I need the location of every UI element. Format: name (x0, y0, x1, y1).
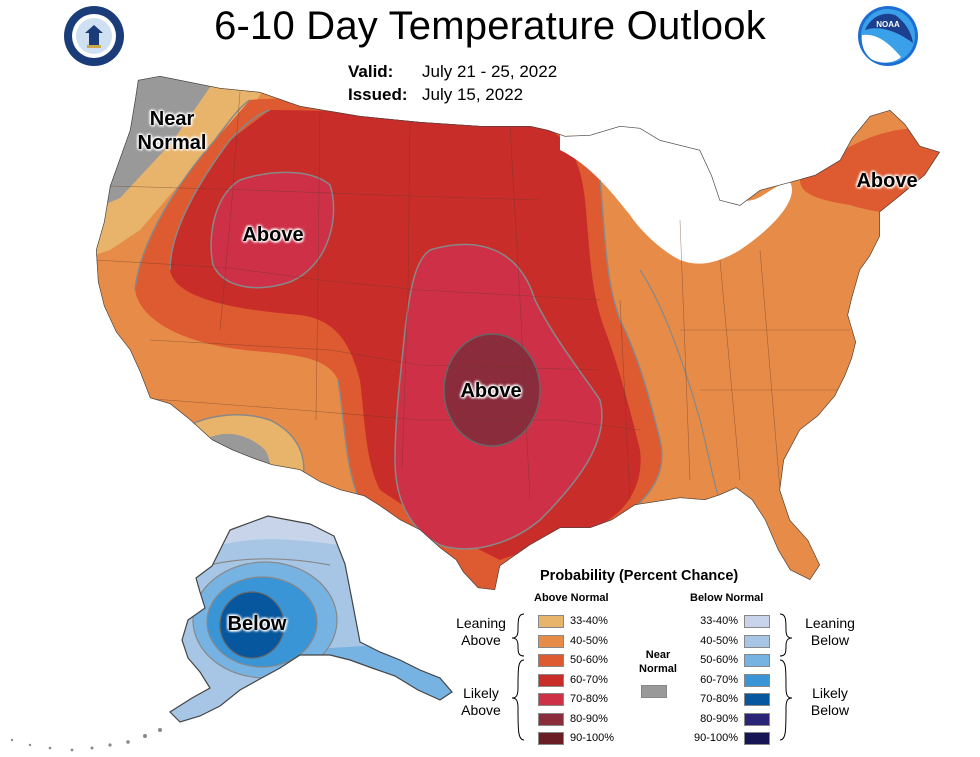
svg-text:NOAA: NOAA (876, 20, 900, 29)
legend-leaning-above: Leaning Above (452, 615, 510, 649)
legend-above-label: 40-50% (570, 634, 608, 647)
legend-above-swatch (538, 693, 564, 706)
issued-date: Issued: July 15, 2022 (348, 85, 523, 105)
legend-below-row: 90-100% (690, 732, 780, 746)
label-plains: Above (460, 380, 522, 402)
legend-below-row: 33-40% (690, 615, 780, 629)
legend-near-normal-swatch (641, 685, 667, 698)
legend-leaning-above-line1: Leaning (456, 615, 506, 631)
legend-above-label: 70-80% (570, 693, 608, 705)
legend-below-label: 70-80% (700, 693, 738, 705)
legend-below-row: 40-50% (690, 634, 780, 649)
label-northeast: Above (856, 170, 918, 192)
legend-above-label: 80-90% (570, 712, 608, 725)
legend-above-label: 33-40% (570, 615, 608, 627)
legend-above-label: 50-60% (570, 654, 608, 666)
legend-below-label: 60-70% (700, 673, 738, 686)
legend-title: Probability (Percent Chance) (540, 568, 739, 584)
valid-label: Valid: (348, 62, 394, 81)
legend-below-swatch (744, 634, 770, 648)
legend-above-swatch (538, 634, 564, 648)
legend-likely-above-line2: Above (461, 702, 501, 718)
legend-below-header: Below Normal (690, 592, 764, 604)
label-alaska: Below (227, 613, 287, 635)
label-northwest: Near Normal (122, 107, 222, 155)
legend-above-row: 70-80% (538, 693, 628, 707)
legend-near-normal-line2: Normal (639, 663, 677, 675)
legend-above-swatch (538, 654, 564, 667)
legend-above-row: 50-60% (538, 654, 628, 668)
aleutian-islands (10, 728, 162, 752)
legend-below-swatch (744, 732, 770, 745)
bracket-below (779, 613, 793, 741)
legend-above-row: 33-40% (538, 615, 628, 629)
label-rockies: Above (242, 224, 304, 246)
noaa-logo-icon: NOAA (858, 6, 918, 66)
legend-above-row: 60-70% (538, 673, 628, 688)
legend-below-row: 50-60% (690, 654, 780, 668)
page-title: 6-10 Day Temperature Outlook (214, 4, 766, 48)
label-northwest-line2: Normal (137, 132, 207, 154)
doc-seal-icon (64, 6, 124, 66)
valid-value: July 21 - 25, 2022 (422, 62, 558, 81)
legend-leaning-below-line1: Leaning (805, 615, 855, 631)
legend-leaning-below: Leaning Below (800, 615, 860, 649)
legend-near-normal-line1: Near (645, 649, 671, 661)
legend-above-swatch (538, 712, 564, 726)
legend-above-swatch (538, 732, 564, 745)
legend-leaning-above-line2: Above (461, 632, 501, 648)
bracket-above (511, 613, 525, 741)
legend-above-swatch (538, 615, 564, 628)
legend-above-row: 40-50% (538, 634, 628, 649)
legend-above-row: 90-100% (538, 732, 628, 746)
alaska-contours (170, 516, 452, 722)
legend-below-swatch (744, 712, 770, 726)
legend-near-normal: Near Normal (632, 648, 684, 676)
legend-below-swatch (744, 654, 770, 667)
legend-below-label: 33-40% (700, 615, 738, 627)
legend-above-row: 80-90% (538, 712, 628, 727)
legend-leaning-below-line2: Below (810, 632, 850, 648)
legend-likely-above-line1: Likely (463, 685, 499, 701)
legend-likely-below-line2: Below (810, 702, 850, 718)
legend-above-header: Above Normal (534, 592, 609, 604)
legend-below-label: 80-90% (700, 712, 738, 725)
legend-below-swatch (744, 673, 770, 687)
legend-below-swatch (744, 693, 770, 706)
label-northwest-line1: Near (149, 108, 195, 130)
legend-above-label: 60-70% (570, 673, 608, 686)
legend-below-label: 50-60% (700, 654, 738, 666)
legend-below-row: 80-90% (690, 712, 780, 727)
legend-below-label: 40-50% (700, 634, 738, 647)
legend-above-swatch (538, 673, 564, 687)
legend-below-row: 60-70% (690, 673, 780, 688)
legend-likely-above: Likely Above (452, 685, 510, 719)
issued-label: Issued: (348, 85, 408, 104)
legend-above-label: 90-100% (570, 732, 615, 744)
legend-likely-below: Likely Below (800, 685, 860, 719)
legend-below-row: 70-80% (690, 693, 780, 707)
legend-likely-below-line1: Likely (812, 685, 848, 701)
legend-below-label: 90-100% (693, 732, 738, 744)
issued-value: July 15, 2022 (422, 85, 524, 104)
valid-date: Valid: July 21 - 25, 2022 (348, 62, 557, 82)
legend-below-swatch (744, 615, 770, 628)
